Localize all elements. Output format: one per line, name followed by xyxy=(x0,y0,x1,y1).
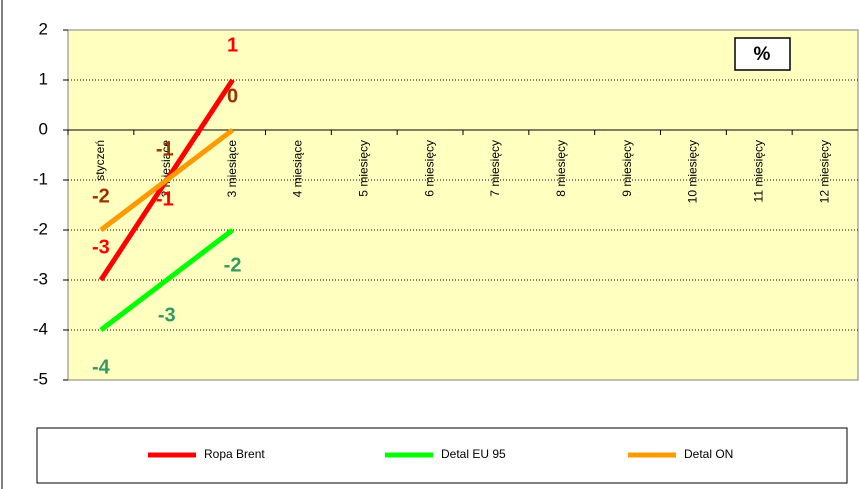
x-tick-label: 8 miesięcy xyxy=(554,140,568,197)
data-label: -1 xyxy=(156,188,174,210)
x-tick-label: 11 miesięcy xyxy=(751,140,765,202)
data-label: 0 xyxy=(227,85,238,107)
x-tick-label: 3 miesiące xyxy=(225,140,239,198)
y-tick-label: -4 xyxy=(33,319,48,338)
x-tick-label: 7 miesięcy xyxy=(488,140,502,197)
series-line xyxy=(99,228,235,332)
x-tick-label: 9 miesięcy xyxy=(620,140,634,197)
data-label: -3 xyxy=(158,304,176,326)
x-tick-label: 10 miesięcy xyxy=(686,140,700,203)
data-label: -2 xyxy=(224,254,242,276)
data-label: -4 xyxy=(92,356,111,378)
x-tick-label: 4 miesiące xyxy=(291,140,305,198)
x-tick-label: 6 miesięcy xyxy=(422,140,436,197)
y-tick-label: -5 xyxy=(33,369,48,388)
y-tick-label: -3 xyxy=(33,269,48,288)
y-tick-label: 2 xyxy=(39,19,48,38)
x-tick-label: 5 miesięcy xyxy=(356,140,370,197)
series-line xyxy=(99,128,235,232)
x-tick-label: styczeń xyxy=(93,140,107,181)
x-tick-label: 12 miesięcy xyxy=(817,140,831,203)
annotation-box xyxy=(734,37,791,71)
data-label: 1 xyxy=(227,34,238,56)
legend-label: Detal ON xyxy=(684,447,733,461)
data-label: -2 xyxy=(92,185,110,207)
data-label: -1 xyxy=(156,138,174,160)
legend-label: Ropa Brent xyxy=(204,447,265,461)
legend-label: Detal EU 95 xyxy=(441,447,506,461)
y-tick-label: 1 xyxy=(39,69,48,88)
y-tick-label: -1 xyxy=(33,169,48,188)
data-label: -3 xyxy=(92,236,110,258)
annotation: % xyxy=(754,44,771,65)
plot-background xyxy=(67,29,859,381)
y-tick-label: -2 xyxy=(33,219,48,238)
y-tick-label: 0 xyxy=(39,119,48,138)
